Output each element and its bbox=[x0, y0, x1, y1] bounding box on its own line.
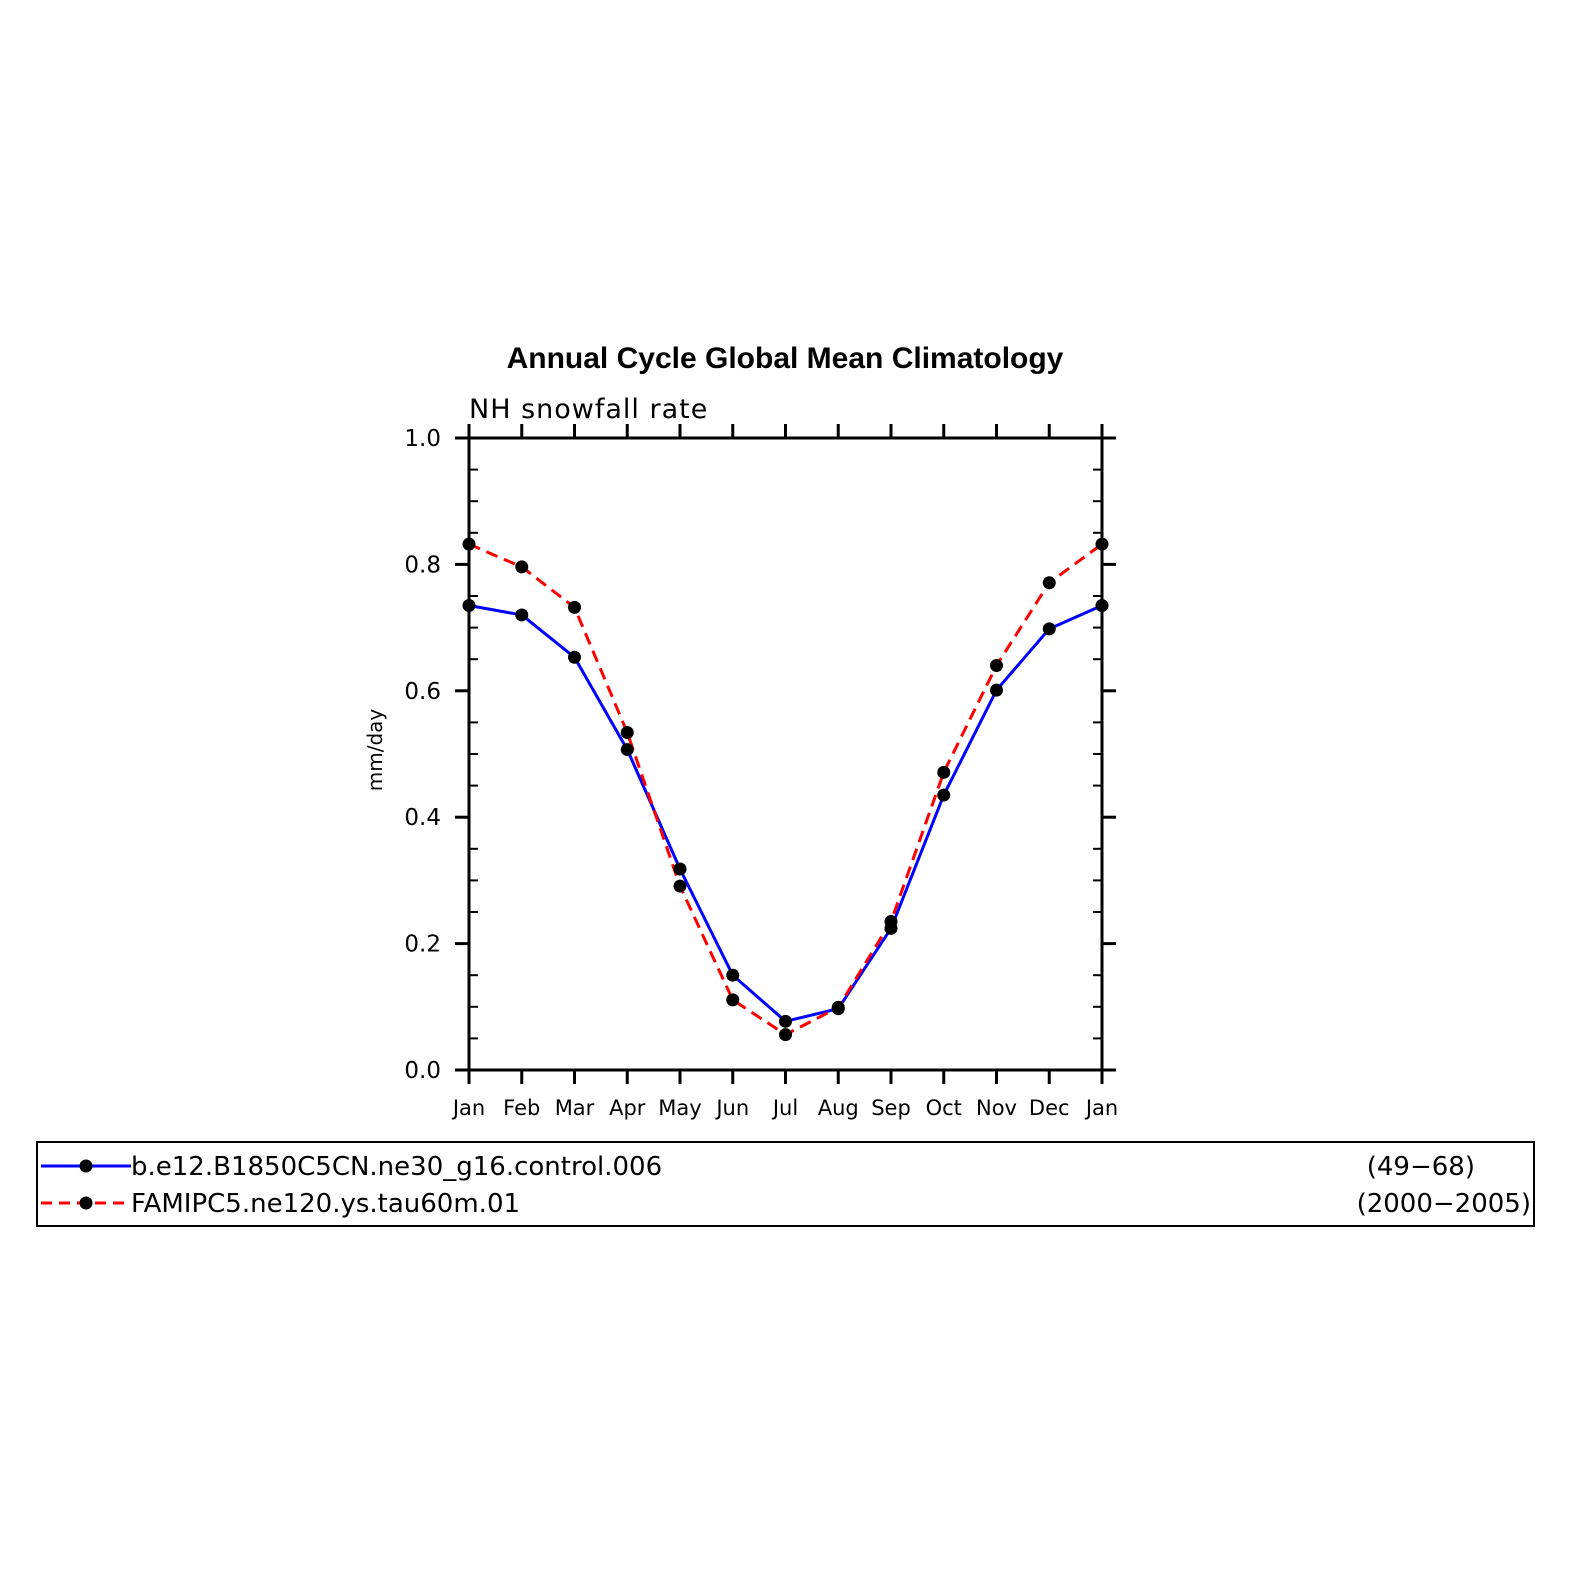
legend-entry-1-name: b.e12.B1850C5CN.ne30_g16.control.006 bbox=[131, 1152, 662, 1182]
legend-swatch-marker-2 bbox=[79, 1196, 93, 1210]
x-tick-label: Oct bbox=[926, 1096, 962, 1120]
data-point-series-2 bbox=[779, 1028, 792, 1042]
data-point-series-2 bbox=[568, 600, 581, 614]
data-point-series-2 bbox=[831, 1000, 845, 1014]
legend-entry-2-period: (2000−2005) bbox=[1357, 1189, 1531, 1219]
x-tick-label: Nov bbox=[976, 1096, 1017, 1120]
y-tick-label: 0.8 bbox=[404, 552, 441, 578]
data-point-series-1 bbox=[937, 788, 951, 802]
y-tick-label: 0.6 bbox=[404, 679, 441, 705]
data-point-series-2 bbox=[515, 560, 529, 574]
x-tick-label: Jan bbox=[451, 1096, 485, 1120]
y-tick-label: 0.2 bbox=[404, 932, 441, 958]
x-tick-label: Jun bbox=[714, 1096, 749, 1120]
x-tick-label: Apr bbox=[609, 1096, 646, 1120]
data-point-series-1 bbox=[726, 968, 740, 982]
data-point-series-1 bbox=[515, 608, 529, 622]
series-lines bbox=[468, 542, 1103, 1037]
series-line-1 bbox=[468, 604, 1103, 1023]
legend-swatch-marker-1 bbox=[79, 1159, 93, 1173]
x-tick-label: Aug bbox=[818, 1096, 859, 1120]
axis-ticks: Jan Feb Mar Apr May Jun Jul Aug Sep Oct Nov Dec Jan 0… bbox=[404, 424, 1118, 1120]
chart-subtitle: NH snowfall rate bbox=[469, 394, 708, 425]
chart-title: Annual Cycle Global Mean Climatology bbox=[507, 342, 1064, 375]
legend-entry-1-period: (49−68) bbox=[1367, 1152, 1475, 1182]
plot-frame bbox=[467, 436, 1104, 1072]
legend-box bbox=[36, 1141, 1535, 1227]
data-point-series-2 bbox=[620, 726, 634, 740]
data-point-series-1 bbox=[1042, 622, 1056, 636]
x-tick-label: Jan bbox=[1084, 1096, 1118, 1120]
legend-entry-2-name: FAMIPC5.ne120.ys.tau60m.01 bbox=[131, 1189, 520, 1219]
series-line-2 bbox=[468, 542, 1103, 1037]
data-point-series-2 bbox=[1042, 576, 1056, 590]
x-tick-label: Dec bbox=[1029, 1096, 1070, 1120]
series-markers bbox=[462, 537, 1109, 1042]
legend: b.e12.B1850C5CN.ne30_g16.control.006 (49… bbox=[36, 1141, 1535, 1227]
data-point-series-1 bbox=[620, 743, 634, 757]
data-point-series-1 bbox=[990, 683, 1003, 697]
x-tick-label: Jul bbox=[771, 1096, 798, 1120]
y-tick-label: 1.0 bbox=[404, 426, 441, 452]
data-point-series-1 bbox=[673, 862, 687, 876]
y-axis-label: mm/day bbox=[363, 709, 387, 792]
data-point-series-2 bbox=[990, 659, 1003, 673]
data-point-series-1 bbox=[568, 650, 581, 664]
y-tick-label: 0.4 bbox=[404, 805, 441, 831]
data-point-series-1 bbox=[779, 1014, 792, 1028]
data-point-series-2 bbox=[937, 765, 951, 779]
x-tick-label: Feb bbox=[503, 1096, 540, 1120]
y-tick-label: 0.0 bbox=[404, 1058, 441, 1084]
x-tick-label: Mar bbox=[555, 1096, 595, 1120]
data-point-series-2 bbox=[673, 879, 687, 893]
data-point-series-2 bbox=[884, 914, 898, 928]
data-point-series-2 bbox=[726, 993, 740, 1007]
x-tick-label: May bbox=[658, 1096, 701, 1120]
x-tick-label: Sep bbox=[871, 1096, 911, 1120]
